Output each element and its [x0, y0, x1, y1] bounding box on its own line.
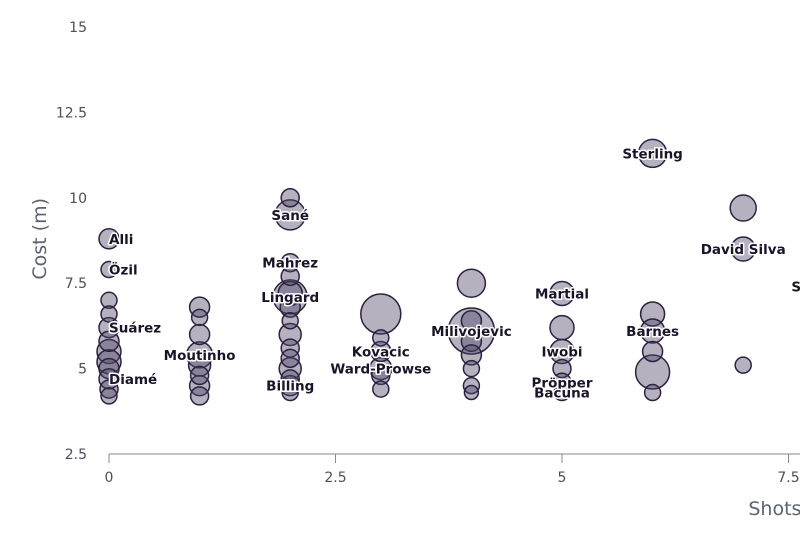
bubble-point [274, 199, 306, 231]
bubble-point [280, 348, 300, 369]
y-tick-label: 7.5 [65, 276, 87, 292]
bubble-point [280, 369, 300, 389]
point-label: Bacuna [534, 386, 590, 402]
bubble-point [100, 291, 118, 310]
point-label: Billing [266, 379, 314, 395]
x-tick-label: 2.5 [324, 470, 346, 486]
bubble-point [549, 314, 575, 341]
bubble-point [372, 380, 390, 398]
bubble-point [98, 228, 120, 250]
bubble-point [188, 296, 211, 318]
bubble-point [463, 384, 480, 401]
point-label: Milivojevic [431, 324, 512, 340]
x-tick-label: 7.5 [777, 470, 799, 486]
point-label: Özil [109, 261, 138, 279]
y-axis-title: Cost (m) [29, 198, 51, 280]
point-label: Lingard [261, 290, 319, 306]
bubble-point [100, 305, 118, 323]
bubble-point [462, 359, 481, 378]
bubble-point [96, 349, 122, 375]
bubble-point [369, 356, 393, 381]
bubble-point [98, 368, 120, 390]
point-label: Sigurdsson [791, 280, 800, 296]
bubble-point [185, 341, 214, 369]
bubble-point [730, 236, 756, 262]
point-label: Moutinho [164, 348, 236, 364]
bubble-point [552, 358, 572, 379]
y-tick-label: 5 [78, 362, 87, 378]
point-label: Iwobi [541, 345, 582, 361]
bubble-point [190, 308, 209, 327]
bubble-point [639, 318, 666, 344]
bubble-point [279, 296, 301, 318]
bubble-point [360, 293, 402, 335]
bubble-point [188, 374, 211, 397]
point-label: Martial [535, 286, 589, 302]
y-tick-label: 2.5 [65, 447, 87, 463]
bubble-point [372, 329, 390, 347]
bubble-point [280, 338, 300, 358]
bubble-point [278, 322, 302, 347]
bubble-point [371, 365, 391, 386]
bubble-point [641, 340, 664, 363]
bubble-point [734, 356, 752, 374]
label-layer: SalahSonPogbaHazardEriksenSterlingDavid … [108, 145, 800, 403]
bubble-point [370, 340, 392, 363]
bubble-point [100, 260, 118, 279]
point-label: Ward-Prowse [330, 362, 431, 378]
bubble-point [280, 252, 300, 273]
bubble-point [100, 387, 118, 405]
bubble-point [456, 268, 487, 298]
bubble-point [280, 266, 300, 287]
point-label: Suárez [109, 321, 161, 337]
point-label: Barnes [626, 324, 679, 340]
y-tick-label: 15 [69, 20, 87, 36]
y-axis-ticks: 2.5 5 7.5 10 12.5 15 [56, 20, 87, 463]
point-label: Diamé [109, 372, 157, 388]
bubble-point [643, 383, 662, 402]
point-label: Mahrez [262, 256, 318, 272]
y-tick-label: 12.5 [56, 105, 87, 121]
bubble-point [189, 365, 210, 386]
point-label: Pröpper [532, 375, 593, 391]
bubble-point [279, 374, 301, 397]
bubble-point [98, 330, 120, 353]
bubble-point [188, 323, 211, 346]
bubble-point [549, 338, 575, 365]
bubble-point [460, 344, 483, 366]
x-tick-label: 5 [558, 470, 567, 486]
point-label: Sané [271, 208, 309, 224]
bubble-point [281, 383, 299, 402]
x-axis-title: Shots [748, 498, 800, 520]
y-tick-label: 10 [69, 191, 87, 207]
bubble-point [189, 386, 210, 406]
point-label: Sterling [622, 146, 683, 162]
bubble-point [553, 383, 571, 402]
point-label: David Silva [701, 242, 786, 258]
point-label: Alli [109, 232, 133, 248]
point-label: Kovacic [352, 345, 410, 361]
bubble-point [99, 379, 119, 399]
bubble-point [280, 188, 300, 208]
bubble-point [637, 138, 668, 169]
bubble-point [549, 280, 575, 307]
bubble-point [729, 194, 757, 222]
bubble-layer [96, 138, 757, 406]
bubble-point [634, 354, 671, 390]
bubble-point [281, 312, 299, 330]
x-tick-label: 0 [105, 470, 114, 486]
